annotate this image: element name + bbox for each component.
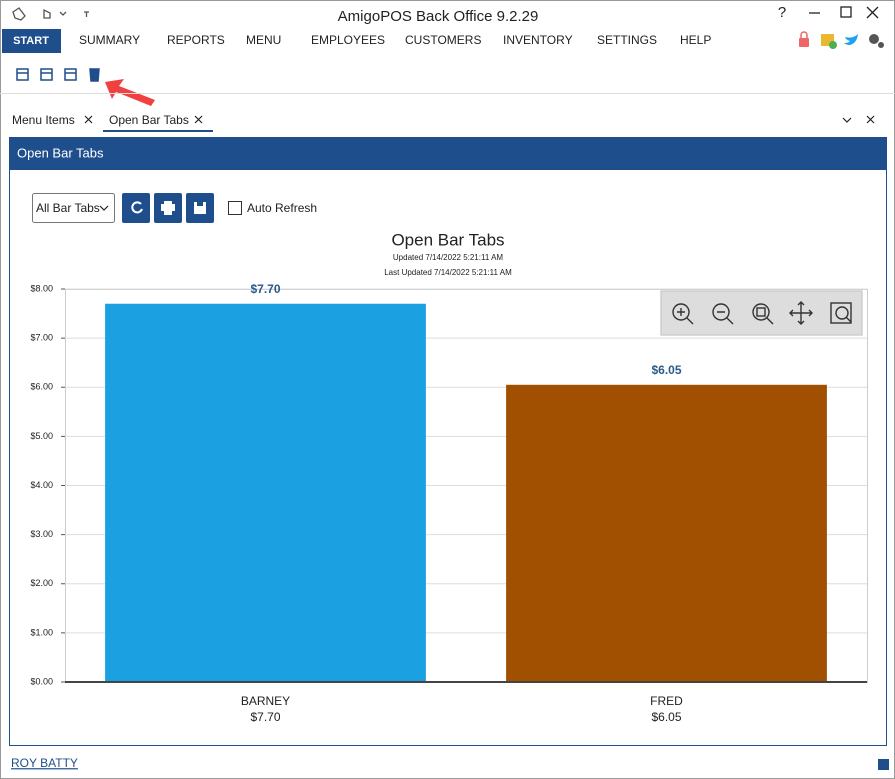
y-tick-label: $2.00	[30, 578, 53, 588]
close-panel[interactable]	[866, 115, 875, 124]
y-tick-label: $1.00	[30, 627, 53, 637]
tab-label[interactable]: Open Bar Tabs	[109, 113, 189, 127]
value-label: $6.05	[651, 363, 681, 377]
menu-item[interactable]: INVENTORY	[503, 33, 573, 47]
window-title: AmigoPOS Back Office 9.2.29	[338, 8, 539, 25]
menu-item[interactable]: EMPLOYEES	[311, 33, 385, 47]
menu-item[interactable]: CUSTOMERS	[405, 33, 481, 47]
y-tick-label: $0.00	[30, 676, 53, 686]
chart-title: Open Bar Tabs	[391, 230, 504, 249]
window-controls[interactable]	[809, 6, 879, 19]
y-tick-label: $8.00	[30, 283, 53, 293]
annotation-arrow	[105, 79, 155, 106]
user-link[interactable]: ROY BATTY	[11, 756, 78, 770]
header-icons[interactable]	[799, 31, 884, 49]
y-tick-label: $4.00	[30, 480, 53, 490]
start-button[interactable]	[2, 29, 61, 53]
menu-item[interactable]: REPORTS	[167, 33, 225, 47]
dropdown[interactable]	[32, 193, 115, 223]
checkbox[interactable]	[228, 201, 242, 215]
x-tick-value: $7.70	[250, 710, 280, 724]
chart-subtitle: Last Updated 7/14/2022 5:21:11 AM	[384, 268, 512, 277]
bar	[105, 303, 426, 682]
tab-close[interactable]	[194, 115, 203, 124]
zoom-toolbar[interactable]	[660, 290, 863, 336]
tab-close[interactable]	[84, 115, 93, 124]
x-tick-value: $6.05	[651, 710, 681, 724]
toolbar-icons[interactable]	[16, 68, 100, 82]
status-indicator	[878, 759, 889, 770]
chart-subtitle: Updated 7/14/2022 5:21:11 AM	[393, 253, 503, 262]
y-tick-label: $7.00	[30, 333, 53, 343]
menu-item[interactable]: SETTINGS	[597, 33, 657, 47]
y-tick-label: $3.00	[30, 529, 53, 539]
checkbox-label[interactable]: Auto Refresh	[247, 201, 317, 215]
y-tick-label: $5.00	[30, 431, 53, 441]
action-buttons[interactable]	[122, 193, 214, 223]
tab-label[interactable]: Menu Items	[12, 113, 75, 127]
dropdown-value[interactable]: All Bar Tabs	[36, 201, 100, 215]
dropdown-arrow[interactable]	[99, 205, 109, 211]
bar	[506, 384, 827, 682]
x-tick-label: FRED	[650, 694, 683, 708]
panel-title: Open Bar Tabs	[17, 145, 104, 160]
menu-item[interactable]: SUMMARY	[79, 33, 140, 47]
panel-header	[9, 137, 887, 169]
menu-item[interactable]: START	[13, 35, 49, 47]
help-button[interactable]: ?	[778, 4, 786, 21]
tab-menu[interactable]	[842, 117, 852, 123]
menu-item[interactable]: MENU	[246, 33, 281, 47]
quick-access[interactable]	[12, 7, 89, 21]
value-label: $7.70	[250, 282, 280, 296]
x-tick-label: BARNEY	[241, 694, 290, 708]
y-tick-label: $6.00	[30, 382, 53, 392]
menu-item[interactable]: HELP	[680, 33, 711, 47]
